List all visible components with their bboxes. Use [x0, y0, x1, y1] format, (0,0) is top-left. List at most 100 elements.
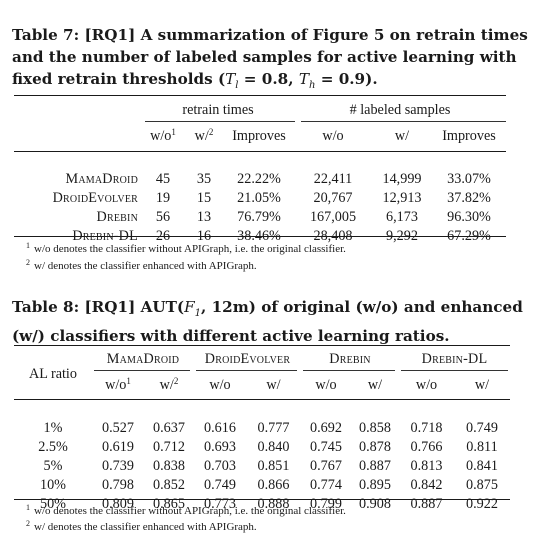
cell: 0.842: [410, 477, 443, 493]
cell: 37.82%: [447, 190, 491, 206]
cell: 56: [155, 209, 171, 225]
cell: 33.07%: [447, 171, 491, 187]
table-row: Drebin 56 13 76.79% 167,005 6,173 96.30%: [14, 208, 506, 227]
cell: 0.619: [102, 439, 134, 455]
table8-subrule-drebin-dl: [401, 370, 508, 371]
cell: 0.813: [410, 458, 443, 474]
table8-group-header: AL ratio MamaDroid DroidEvolver Drebin D…: [14, 348, 510, 382]
cell: 0.527: [102, 420, 134, 436]
col-w: w/: [266, 376, 281, 393]
col-wo: w/o: [209, 376, 231, 393]
col-wo: w/o1: [105, 376, 131, 393]
cell: 0.811: [466, 439, 498, 455]
table8-caption: Table 8: [RQ1] AUT(F1, 12m) of original …: [12, 298, 523, 346]
cell: 6,173: [386, 209, 418, 225]
table7-subrule-labeled: [301, 121, 506, 122]
col-rt-improves: Improves: [232, 127, 286, 144]
table7: retrain times # labeled samples w/o1 w/2…: [14, 99, 506, 246]
cell: 0.798: [102, 477, 134, 493]
table-row: MamaDroid 45 35 22.22% 22,411 14,999 33.…: [14, 170, 506, 189]
cell: 22.22%: [237, 171, 281, 187]
cell: 0.852: [153, 477, 185, 493]
table7-group-header: retrain times # labeled samples: [14, 99, 506, 121]
cell: 0.692: [310, 420, 342, 436]
row-ratio: 10%: [39, 477, 66, 493]
table-row: 2.5% 0.619 0.712 0.693 0.840 0.745 0.878…: [14, 438, 510, 457]
table7-mid-rule: [14, 151, 506, 152]
table-row: DroidEvolver 19 15 21.05% 20,767 12,913 …: [14, 189, 506, 208]
col-ls-improves: Improves: [442, 127, 496, 144]
table7-col-header: w/o1 w/2 Improves w/o w/ Improves: [14, 121, 506, 151]
cell: 14,999: [382, 171, 422, 187]
col-rt-w: w/2: [194, 127, 214, 144]
row-ratio: 2.5%: [38, 439, 68, 455]
table8-col-header: w/o1 w/2 w/o w/ w/o w/ w/o w/: [14, 370, 510, 400]
cell: 0.749: [466, 420, 498, 436]
col-wo: w/o: [315, 376, 337, 393]
table8-bottom-rule: [14, 499, 510, 500]
cell: 0.637: [153, 420, 185, 436]
table8-footnote-2: 2 w/ denotes the classifier enhanced with…: [26, 519, 257, 533]
group-drebin-dl: Drebin-DL: [421, 350, 488, 367]
cell: 0.878: [359, 439, 391, 455]
row-name: DroidEvolver: [52, 190, 138, 206]
table-row: 50% 0.809 0.865 0.773 0.888 0.799 0.908 …: [14, 495, 510, 514]
table7-subrule-retrain: [145, 121, 295, 122]
col-al-ratio: AL ratio: [29, 365, 77, 382]
table8-top-rule: [14, 345, 510, 346]
col-rt-wo: w/o1: [150, 127, 176, 144]
table8: AL ratio MamaDroid DroidEvolver Drebin D…: [14, 348, 510, 514]
cell: 0.749: [204, 477, 236, 493]
table-row: 10% 0.798 0.852 0.749 0.866 0.774 0.895 …: [14, 476, 510, 495]
col-ls-wo: w/o: [322, 127, 344, 144]
cell: 0.767: [310, 458, 342, 474]
cell: 0.888: [257, 496, 290, 512]
table7-top-rule: [14, 95, 506, 96]
cell: 0.809: [102, 496, 134, 512]
cell: 0.838: [153, 458, 185, 474]
cell: 0.693: [204, 439, 236, 455]
cell: 0.858: [359, 420, 391, 436]
cell: 0.703: [204, 458, 236, 474]
cell: 0.865: [153, 496, 185, 512]
table7-bottom-rule: [14, 236, 506, 237]
cell: 0.766: [410, 439, 443, 455]
cell: 96.30%: [447, 209, 491, 225]
table8-subrule-mamadroid: [94, 370, 190, 371]
cell: 0.887: [359, 458, 391, 474]
row-name: MamaDroid: [65, 171, 138, 187]
caption-tl-symbol: Tl: [225, 70, 239, 92]
cell: 0.773: [204, 496, 236, 512]
table-row: 5% 0.739 0.838 0.703 0.851 0.767 0.887 0…: [14, 457, 510, 476]
table8-subrule-drebin: [303, 370, 395, 371]
group-mamadroid: MamaDroid: [106, 350, 180, 367]
cell: 0.840: [257, 439, 290, 455]
col-ls-w: w/: [394, 127, 410, 144]
cell: 19: [155, 190, 171, 206]
group-droidevolver: DroidEvolver: [204, 350, 291, 367]
col-w: w/2: [159, 376, 179, 393]
cell: 0.841: [466, 458, 498, 474]
table-row: 1% 0.527 0.637 0.616 0.777 0.692 0.858 0…: [14, 419, 510, 438]
cell: 0.922: [466, 496, 498, 512]
caption-f1-symbol: F1: [184, 298, 202, 320]
group-labeled-samples: # labeled samples: [349, 101, 451, 118]
table7-caption-text: A summarization of Figure 5 on retrain t…: [12, 26, 528, 88]
cell: 0.799: [310, 496, 342, 512]
table8-subrule-droidevolver: [196, 370, 297, 371]
cell: 0.774: [310, 477, 342, 493]
cell: 21.05%: [237, 190, 281, 206]
cell: 0.745: [310, 439, 342, 455]
table8-mid-rule: [14, 399, 510, 400]
cell: 0.875: [466, 477, 498, 493]
row-ratio: 50%: [39, 496, 66, 512]
cell: 22,411: [313, 171, 353, 187]
cell: 0.908: [359, 496, 391, 512]
col-wo: w/o: [415, 376, 438, 393]
cell: 0.718: [410, 420, 443, 436]
cell: 76.79%: [237, 209, 281, 225]
cell: 15: [196, 190, 212, 206]
cell: 167,005: [309, 209, 357, 225]
row-ratio: 5%: [43, 458, 63, 474]
table7-caption-label: Table 7: [RQ1]: [12, 26, 136, 44]
